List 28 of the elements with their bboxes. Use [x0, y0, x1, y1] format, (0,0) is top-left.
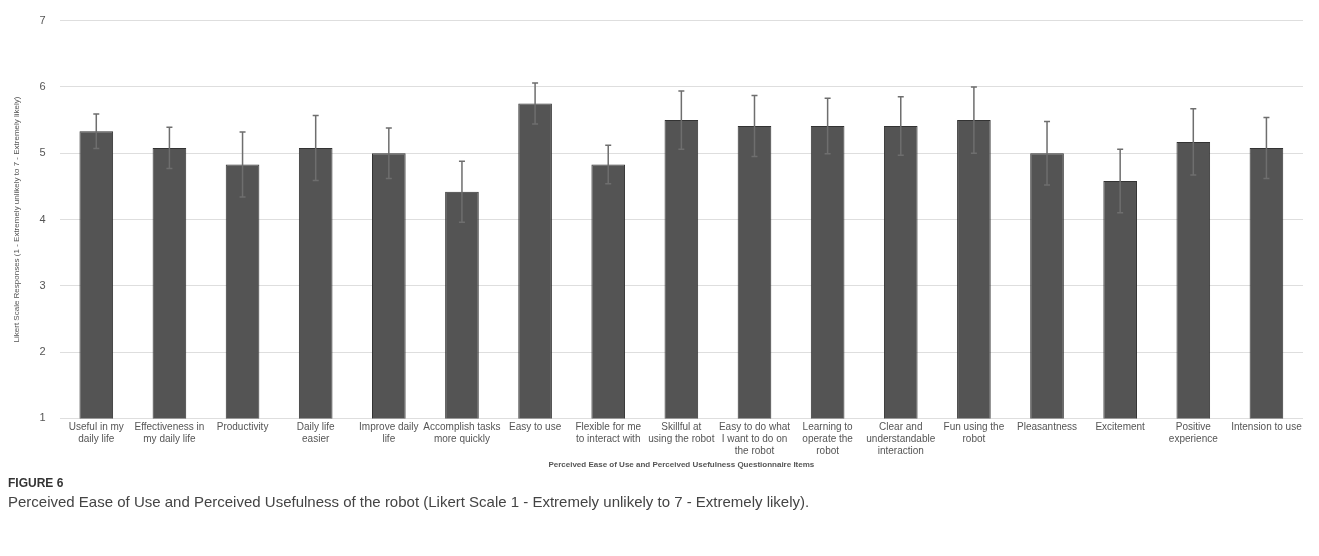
x-tick-label: Flexible for me to interact with: [575, 421, 642, 445]
x-tick-label: Effectiveness in my daily life: [134, 421, 205, 445]
x-tick-label: Accomplish tasks more quickly: [423, 421, 501, 445]
x-tick-label: Excitement: [1095, 421, 1146, 433]
text: Perceived Ease of Use and Perceived Usefulness of the robot (Likert Scale 1 - Extremely unlikely to 7 - Extremely likely).: [8, 493, 811, 510]
x-tick-label: Productivity: [216, 421, 269, 433]
x-tick-label: Skillful at using the robot: [648, 421, 715, 445]
x-tick-label: Intension to use: [1231, 421, 1303, 433]
y-tick-label: 6: [39, 79, 46, 92]
y-axis-title: Likert Scale Responses (1 - Extremely unlikely to 7 - Extremely likely): [12, 96, 21, 343]
y-tick-label: 1: [39, 411, 46, 424]
caption: FIGURE 6: [8, 476, 65, 490]
y-tick-label: 2: [39, 345, 46, 358]
y-tick-label: 4: [39, 212, 46, 225]
x-tick-label: Easy to do what I want to do on the robot: [718, 421, 791, 457]
x-tick-label: Fun using the robot: [943, 421, 1005, 445]
x-tick-label: Positive experience: [1168, 421, 1219, 445]
x-tick-label: Pleasantness: [1017, 421, 1078, 433]
x-tick-label: Clear and understandable interaction: [866, 421, 936, 457]
x-tick-label: Daily life easier: [296, 421, 336, 445]
y-tick-label: 7: [39, 13, 46, 26]
x-tick-label: Useful in my daily life: [68, 421, 124, 445]
y-tick-label: 5: [39, 146, 46, 159]
x-axis-title: Perceived Ease of Use and Perceived Usefulness Questionnaire Items: [548, 460, 815, 470]
x-tick-label: Improve daily life: [359, 421, 419, 445]
x-tick-label: Easy to use: [508, 421, 562, 433]
x-tick-label: Learning to operate the robot: [802, 421, 854, 457]
y-tick-label: 3: [39, 278, 46, 291]
